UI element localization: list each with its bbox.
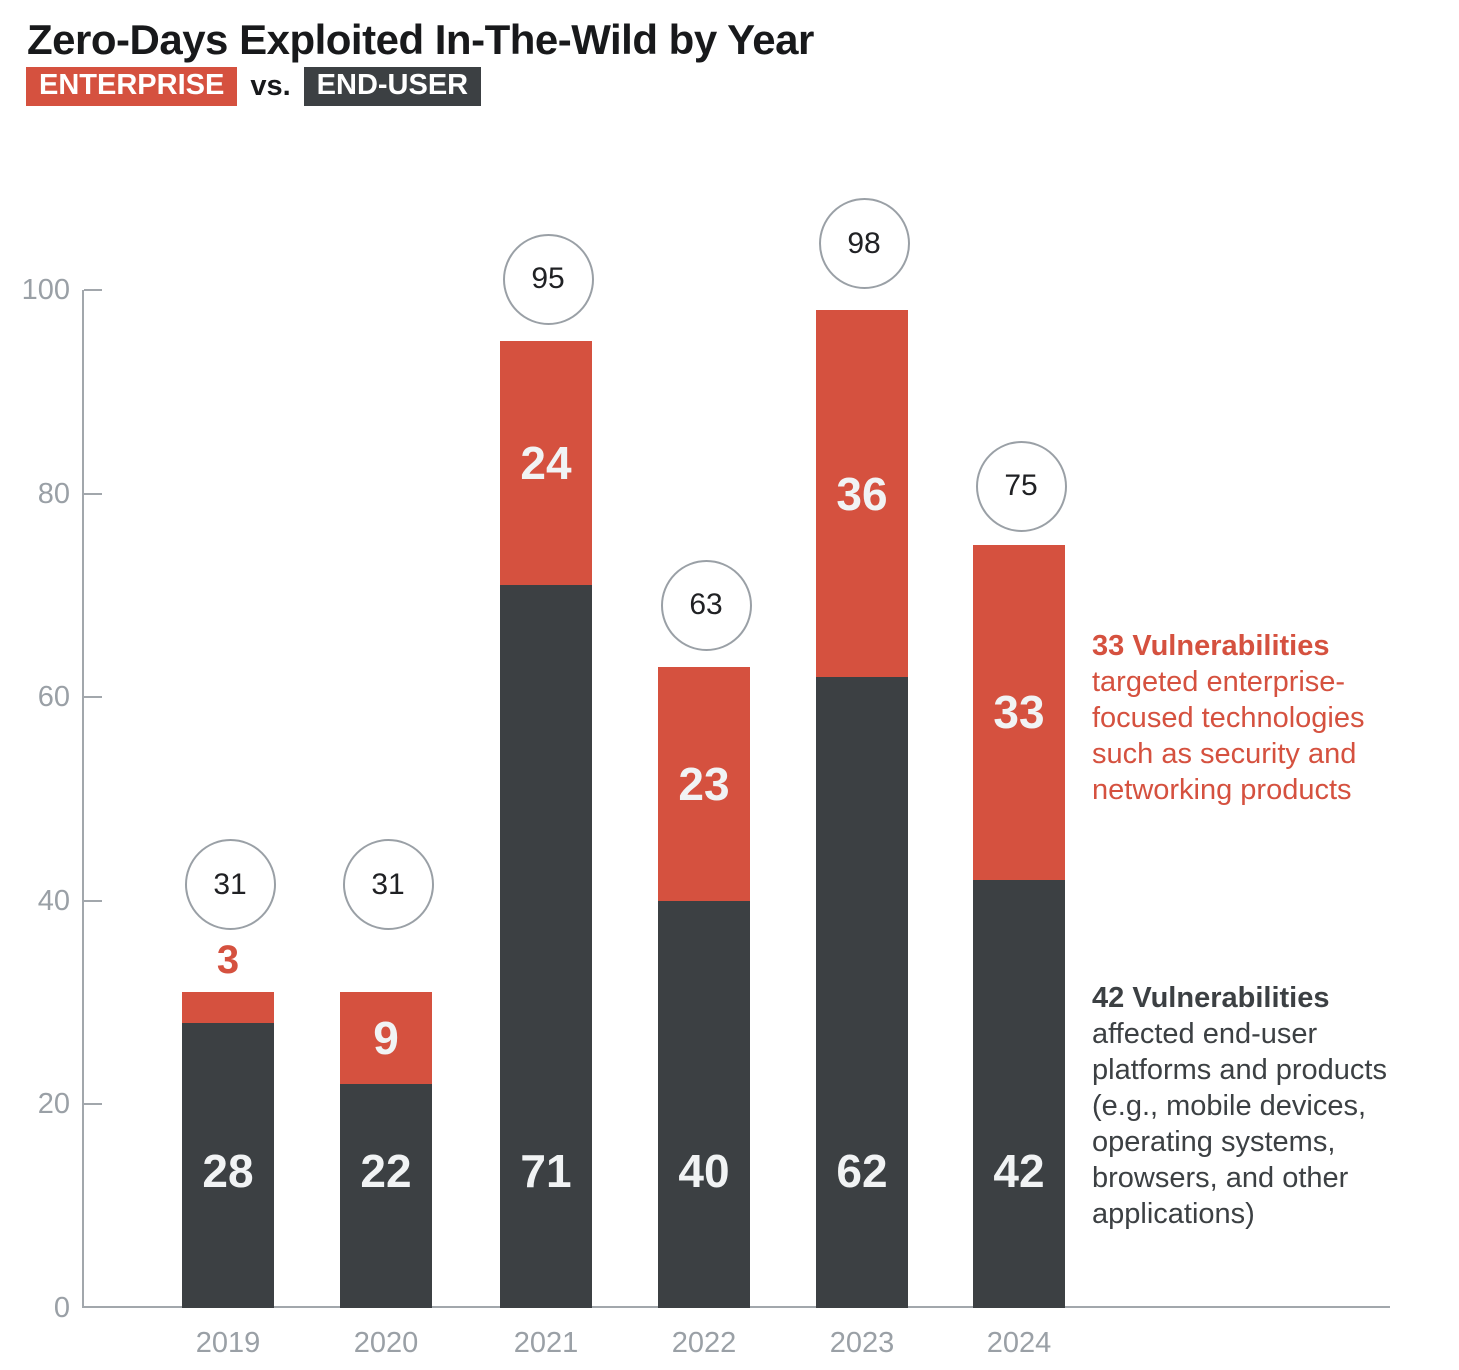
enterprise-annotation-body: targeted enterprise- focused technologie… — [1092, 666, 1365, 806]
bar-2019-end-user-segment — [182, 1022, 274, 1308]
y-tick-mark-20 — [84, 1103, 102, 1106]
bar-2022-end-user-value: 40 — [678, 1145, 730, 1197]
bar-2024-enterprise-segment — [973, 544, 1065, 881]
y-tick-mark-100 — [84, 289, 102, 291]
bar-2019-enterprise-segment — [182, 992, 274, 1023]
legend: ENTERPRISE vs. END-USER — [26, 67, 482, 106]
y-tick-mark-60 — [84, 696, 102, 699]
end-user-legend-badge: END-USER — [303, 67, 482, 106]
y-tick-mark-40 — [84, 899, 102, 902]
bar-2022-end-user-segment — [658, 900, 750, 1308]
end-user-annotation-body: affected end-user platforms and products… — [1092, 1018, 1387, 1230]
bar-2021-end-user-segment — [500, 585, 592, 1308]
bar-2023-total-circle: 98 — [818, 198, 910, 290]
y-axis-line — [82, 290, 84, 1308]
bar-2020-enterprise-segment — [340, 992, 432, 1085]
bar-2019-end-user-value: 28 — [202, 1145, 254, 1197]
bar-2024-enterprise-value: 33 — [993, 686, 1045, 739]
bar-2021-enterprise-value: 24 — [520, 437, 572, 490]
bar-2022-total-circle: 63 — [660, 559, 752, 651]
enterprise-annotation: 33 Vulnerabilities targeted enterprise- … — [1092, 628, 1422, 808]
x-tick-label-2019: 2019 — [195, 1327, 261, 1359]
bar-2024-end-user-segment — [973, 880, 1065, 1308]
bar-2021-enterprise-segment — [500, 340, 592, 586]
bar-2019-enterprise-value: 3 — [216, 938, 240, 983]
bar-2020-total-circle: 31 — [342, 839, 434, 931]
bar-2019-total-circle: 31 — [184, 839, 276, 931]
bar-2023-end-user-segment — [816, 676, 908, 1308]
y-tick-label-0: 0 — [53, 1292, 70, 1324]
y-tick-label-20: 20 — [37, 1088, 70, 1121]
bar-2020-end-user-segment — [340, 1084, 432, 1308]
bar-2024-total-circle: 75 — [975, 440, 1067, 532]
page-title: Zero-Days Exploited In-The-Wild by Year — [27, 16, 814, 63]
end-user-annotation: 42 Vulnerabilities affected end-user pla… — [1092, 980, 1422, 1232]
y-tick-label-100: 100 — [21, 274, 70, 306]
y-tick-label-60: 60 — [37, 681, 70, 714]
bar-2022-enterprise-segment — [658, 666, 750, 901]
bar-2023-enterprise-segment — [816, 310, 908, 677]
bar-2024-end-user-value: 42 — [993, 1145, 1045, 1197]
bar-2021-total-circle: 95 — [502, 233, 594, 325]
vs-label: vs. — [250, 70, 291, 102]
bar-2023-enterprise-value: 36 — [836, 467, 888, 520]
bar-2020-enterprise-value: 9 — [373, 1012, 399, 1065]
enterprise-annotation-heading: 33 Vulnerabilities — [1092, 630, 1330, 662]
x-tick-label-2022: 2022 — [671, 1327, 737, 1359]
bar-2020-end-user-value: 22 — [360, 1145, 412, 1197]
x-tick-label-2020: 2020 — [353, 1327, 419, 1359]
x-tick-label-2023: 2023 — [829, 1327, 895, 1359]
enterprise-legend-badge: ENTERPRISE — [26, 67, 238, 106]
end-user-annotation-heading: 42 Vulnerabilities — [1092, 982, 1330, 1014]
y-tick-label-80: 80 — [37, 477, 70, 510]
x-tick-label-2024: 2024 — [986, 1327, 1052, 1359]
bar-2021-end-user-value: 71 — [520, 1145, 572, 1197]
x-tick-label-2021: 2021 — [513, 1327, 579, 1359]
y-tick-label-40: 40 — [37, 884, 70, 917]
bar-2023-end-user-value: 62 — [836, 1145, 888, 1197]
y-tick-mark-80 — [84, 492, 102, 495]
bar-2022-enterprise-value: 23 — [678, 757, 730, 810]
